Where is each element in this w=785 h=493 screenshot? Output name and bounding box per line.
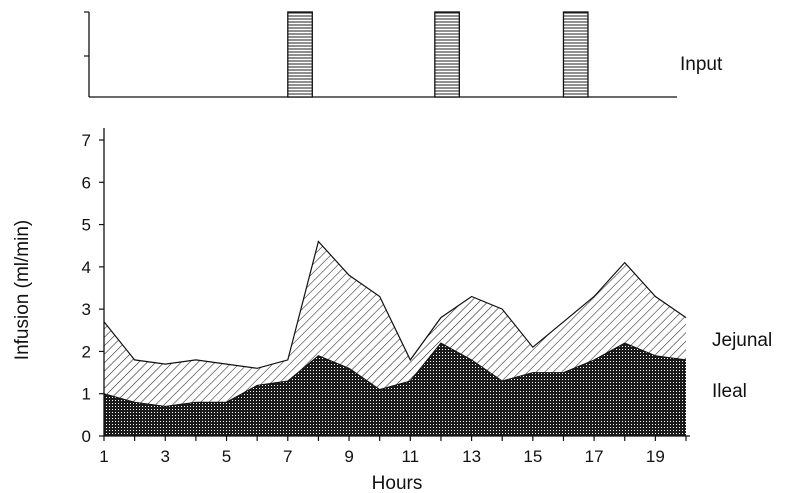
jejunal-line bbox=[103, 240, 687, 369]
y-tick-label-1: 1 bbox=[82, 385, 91, 404]
ileal-area bbox=[104, 343, 686, 436]
x-tick-label-19: 19 bbox=[646, 447, 665, 466]
y-tick-label-5: 5 bbox=[82, 216, 91, 235]
x-tick-label-15: 15 bbox=[523, 447, 542, 466]
y-axis-label: Infusion (ml/min) bbox=[12, 220, 33, 360]
input-label: Input bbox=[680, 54, 723, 75]
input-bar-2 bbox=[434, 11, 460, 98]
y-tick-label-2: 2 bbox=[82, 342, 91, 361]
legend-ileal: Ileal bbox=[712, 381, 747, 402]
y-tick-label-6: 6 bbox=[82, 173, 91, 192]
ileal-line bbox=[103, 342, 687, 407]
y-tick-label-7: 7 bbox=[82, 131, 91, 150]
x-tick-label-17: 17 bbox=[585, 447, 604, 466]
y-tick-label-4: 4 bbox=[82, 258, 91, 277]
x-tick-label-11: 11 bbox=[401, 447, 419, 466]
legend-jejunal: Jejunal bbox=[712, 330, 772, 351]
y-tick-label-3: 3 bbox=[82, 300, 91, 319]
jejunal-area bbox=[104, 241, 686, 407]
x-tick-label-1: 1 bbox=[99, 447, 108, 466]
x-tick-label-7: 7 bbox=[283, 447, 292, 466]
x-tick-label-5: 5 bbox=[222, 447, 231, 466]
x-tick-label-9: 9 bbox=[344, 447, 353, 466]
input-panel: Input bbox=[84, 11, 723, 98]
y-tick-label-0: 0 bbox=[82, 427, 91, 446]
x-tick-label-3: 3 bbox=[161, 447, 170, 466]
input-bar-3 bbox=[562, 11, 589, 98]
x-tick-label-13: 13 bbox=[462, 447, 481, 466]
x-axis-label: Hours bbox=[372, 473, 423, 493]
input-bar-1 bbox=[287, 11, 313, 98]
